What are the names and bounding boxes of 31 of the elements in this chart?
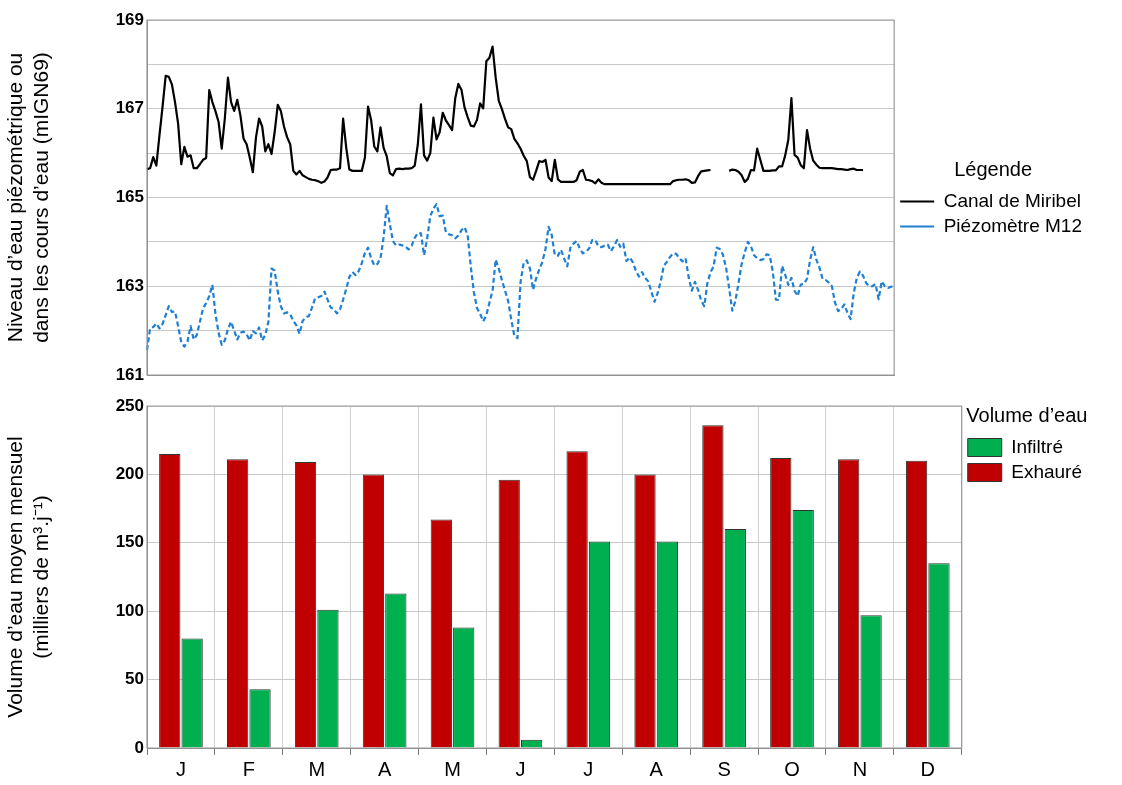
x-tick-label: J: [175, 757, 186, 780]
x-tick-label: N: [852, 757, 868, 780]
y-tick-label: 50: [125, 669, 144, 689]
x-tick-label: M: [308, 757, 326, 780]
x-tick-label: D: [920, 757, 936, 780]
y-tick-label: 0: [134, 737, 144, 757]
legend-label: Exhauré: [1011, 460, 1083, 482]
y-tick-label: 150: [115, 532, 144, 552]
y-tick-label: 100: [115, 600, 144, 620]
legend-title: Légende: [954, 157, 1033, 180]
y-tick-label: 163: [115, 275, 144, 295]
legend-label: Infiltré: [1011, 435, 1063, 457]
y-tick-label: 200: [115, 464, 144, 484]
legend-title: Volume d’eau: [966, 403, 1088, 426]
x-tick-label: A: [377, 757, 392, 780]
y-tick-label: 167: [115, 98, 144, 118]
x-tick-label: S: [717, 757, 731, 780]
legend-label: Piézomètre M12: [943, 214, 1083, 236]
x-tick-label: F: [242, 757, 255, 780]
y-axis-title: Volume d’eau moyen mensuel (milliers de m³.j⁻¹): [3, 436, 52, 718]
y-tick-label: 161: [115, 364, 144, 384]
y-tick-label: 169: [115, 9, 144, 29]
y-tick-label: 165: [115, 187, 144, 207]
x-tick-label: J: [583, 757, 594, 780]
x-tick-label: J: [515, 757, 526, 780]
x-tick-label: O: [784, 757, 800, 780]
y-tick-label: 250: [115, 395, 144, 415]
legend-label: Canal de Miribel: [943, 189, 1081, 211]
x-tick-label: A: [649, 757, 664, 780]
y-axis-title: Niveau d’eau piézométrique ou dans les cours d’eau (mIGN69): [3, 52, 52, 343]
x-tick-label: M: [444, 757, 461, 780]
